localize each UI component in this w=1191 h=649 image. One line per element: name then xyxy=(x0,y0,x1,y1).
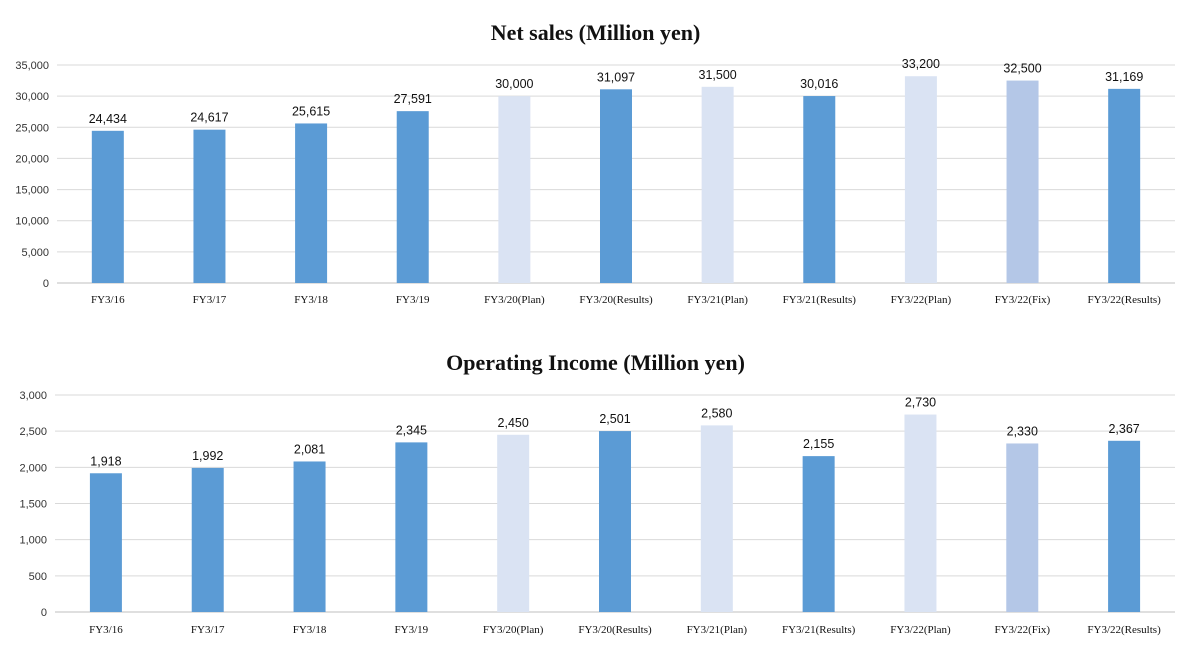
operating-income-data-label: 2,345 xyxy=(396,423,427,437)
operating-income-bar xyxy=(497,434,530,612)
operating-income-x-tick-label: FY3/22(Plan) xyxy=(890,624,951,636)
net-sales-y-tick-label: 5,000 xyxy=(21,247,49,259)
net-sales-y-tick-label: 10,000 xyxy=(15,216,49,228)
operating-income-data-label: 2,155 xyxy=(803,437,834,451)
net-sales-data-label: 30,000 xyxy=(495,77,533,91)
operating-income-y-tick-label: 1,500 xyxy=(19,499,47,511)
operating-income-x-tick-label: FY3/20(Results) xyxy=(578,624,652,636)
net-sales-bar xyxy=(91,130,124,283)
operating-income-y-tick-label: 0 xyxy=(41,607,47,619)
operating-income-x-tick-label: FY3/21(Plan) xyxy=(687,624,748,636)
operating-income-chart: Operating Income (Million yen) 0 500 1,000… xyxy=(0,325,1191,649)
operating-income-bar xyxy=(395,442,428,612)
net-sales-bar xyxy=(396,111,429,283)
net-sales-y-tick-label: 15,000 xyxy=(15,185,49,197)
operating-income-data-label: 2,501 xyxy=(599,412,630,426)
net-sales-data-label: 31,097 xyxy=(597,70,635,84)
net-sales-data-label: 25,615 xyxy=(292,104,330,118)
operating-income-data-label: 1,992 xyxy=(192,449,223,463)
net-sales-x-tick-label: FY3/20(Results) xyxy=(579,294,653,306)
operating-income-x-tick-label: FY3/19 xyxy=(395,624,429,636)
net-sales-bar xyxy=(701,86,734,283)
operating-income-plot: 0 500 1,000 1,500 2,000 2,500 3,000 1,918 FY3/16… xyxy=(19,390,1175,636)
net-sales-bar xyxy=(904,76,937,283)
operating-income-title: Operating Income (Million yen) xyxy=(446,350,745,375)
net-sales-plot: 0 5,000 10,000 15,000 20,000 25,000 30,000 35,0… xyxy=(15,57,1175,306)
operating-income-x-tick-label: FY3/17 xyxy=(191,624,225,636)
net-sales-data-label: 31,500 xyxy=(699,68,737,82)
net-sales-data-label: 31,169 xyxy=(1105,70,1143,84)
net-sales-y-tick-label: 20,000 xyxy=(15,153,49,165)
net-sales-x-tick-label: FY3/17 xyxy=(193,294,227,306)
net-sales-bar xyxy=(600,89,632,283)
operating-income-bar xyxy=(802,456,835,612)
net-sales-y-tick-label: 35,000 xyxy=(15,60,49,72)
net-sales-title: Net sales (Million yen) xyxy=(490,20,701,45)
operating-income-x-tick-label: FY3/16 xyxy=(89,624,123,636)
net-sales-x-tick-label: FY3/22(Plan) xyxy=(891,294,952,306)
net-sales-bar xyxy=(1108,88,1141,283)
net-sales-x-tick-label: FY3/16 xyxy=(91,294,125,306)
operating-income-x-tick-label: FY3/21(Results) xyxy=(782,624,856,636)
operating-income-bar xyxy=(293,461,326,612)
operating-income-y-tick-label: 1,000 xyxy=(19,535,47,547)
operating-income-data-label: 1,918 xyxy=(90,454,121,468)
operating-income-bar xyxy=(1108,440,1141,612)
net-sales-data-label: 30,016 xyxy=(800,77,838,91)
operating-income-y-tick-label: 500 xyxy=(29,571,47,583)
net-sales-data-label: 32,500 xyxy=(1003,62,1041,76)
net-sales-x-tick-label: FY3/22(Results) xyxy=(1088,294,1162,306)
net-sales-y-tick-label: 30,000 xyxy=(15,91,49,103)
operating-income-data-label: 2,450 xyxy=(498,416,529,430)
net-sales-data-label: 33,200 xyxy=(902,57,940,71)
operating-income-x-tick-label: FY3/22(Fix) xyxy=(994,624,1050,636)
net-sales-data-label: 24,434 xyxy=(89,112,127,126)
operating-income-bar xyxy=(599,431,631,612)
operating-income-x-tick-label: FY3/20(Plan) xyxy=(483,624,544,636)
net-sales-bar xyxy=(498,96,531,284)
operating-income-bar xyxy=(700,425,733,612)
net-sales-x-tick-label: FY3/20(Plan) xyxy=(484,294,545,306)
operating-income-x-tick-label: FY3/22(Results) xyxy=(1087,624,1161,636)
operating-income-y-tick-label: 2,000 xyxy=(19,462,47,474)
operating-income-y-tick-label: 3,000 xyxy=(19,390,47,402)
operating-income-x-tick-label: FY3/18 xyxy=(293,624,327,636)
operating-income-data-label: 2,367 xyxy=(1108,422,1139,436)
operating-income-bar xyxy=(1006,443,1039,612)
net-sales-bar xyxy=(295,123,328,283)
operating-income-bar xyxy=(89,473,122,612)
net-sales-bar xyxy=(1006,80,1039,283)
net-sales-chart: Net sales (Million yen) 0 5,000 10,000 15,0… xyxy=(15,20,1175,306)
net-sales-x-tick-label: FY3/18 xyxy=(294,294,328,306)
operating-income-bar xyxy=(904,414,937,612)
net-sales-x-tick-label: FY3/19 xyxy=(396,294,430,306)
operating-income-y-tick-label: 2,500 xyxy=(19,426,47,438)
operating-income-bar xyxy=(191,467,224,612)
net-sales-bar xyxy=(193,129,226,283)
net-sales-data-label: 24,617 xyxy=(190,111,228,125)
operating-income-data-label: 2,580 xyxy=(701,406,732,420)
net-sales-x-tick-label: FY3/21(Results) xyxy=(783,294,857,306)
operating-income-data-label: 2,730 xyxy=(905,396,936,410)
net-sales-y-tick-label: 0 xyxy=(43,278,49,290)
net-sales-y-tick-label: 25,000 xyxy=(15,122,49,134)
net-sales-data-label: 27,591 xyxy=(394,92,432,106)
net-sales-bar xyxy=(803,96,836,283)
net-sales-x-tick-label: FY3/21(Plan) xyxy=(687,294,748,306)
operating-income-data-label: 2,330 xyxy=(1007,424,1038,438)
net-sales-x-tick-label: FY3/22(Fix) xyxy=(995,294,1051,306)
operating-income-data-label: 2,081 xyxy=(294,442,325,456)
